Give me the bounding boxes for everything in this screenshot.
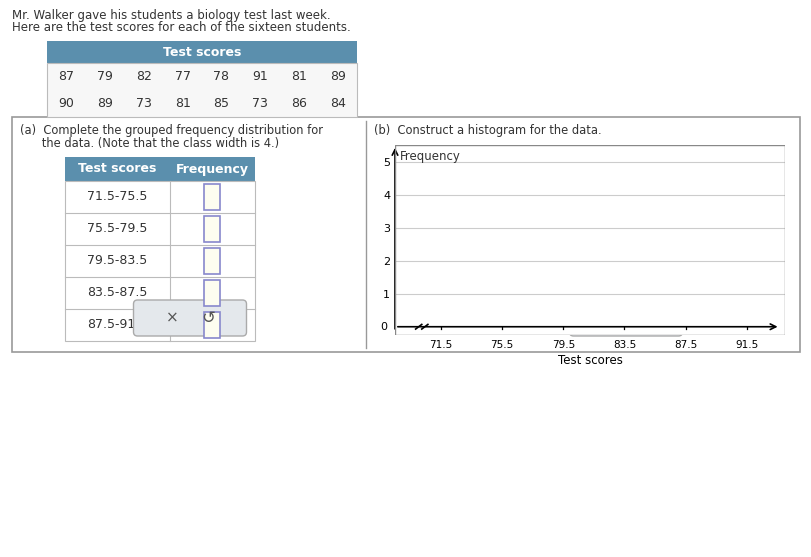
Text: 78: 78	[213, 70, 229, 83]
Text: 90: 90	[58, 97, 75, 110]
Text: 77: 77	[174, 70, 191, 83]
Text: 71.5-75.5: 71.5-75.5	[88, 190, 148, 203]
Text: 79.5-83.5: 79.5-83.5	[88, 255, 148, 267]
Bar	[204, 312, 221, 338]
Text: 91: 91	[252, 70, 268, 83]
X-axis label: Test scores: Test scores	[557, 354, 622, 367]
Bar	[47, 63, 357, 117]
Text: 81: 81	[290, 70, 307, 83]
Bar	[12, 117, 799, 352]
Text: 79: 79	[97, 70, 113, 83]
Bar	[204, 248, 221, 274]
Text: 89: 89	[329, 70, 345, 83]
Text: 87.5-91.5: 87.5-91.5	[88, 319, 148, 331]
Text: Test scores: Test scores	[163, 46, 241, 58]
Text: Frequency: Frequency	[399, 150, 460, 163]
Text: ×: ×	[165, 310, 178, 325]
FancyBboxPatch shape	[569, 300, 682, 336]
Bar	[204, 184, 221, 210]
Text: 82: 82	[135, 70, 152, 83]
Text: ↺: ↺	[201, 309, 215, 327]
Bar	[47, 41, 357, 63]
Text: 84: 84	[329, 97, 345, 110]
Text: 73: 73	[252, 97, 268, 110]
Text: 86: 86	[290, 97, 307, 110]
Text: ↺: ↺	[637, 309, 650, 327]
Bar	[394, 145, 784, 335]
Bar	[65, 157, 255, 181]
Text: 85: 85	[213, 97, 229, 110]
Bar	[65, 181, 255, 341]
Bar	[204, 280, 221, 306]
Text: 0: 0	[380, 322, 387, 332]
Text: Test scores: Test scores	[78, 163, 157, 175]
Text: Mr. Walker gave his students a biology test last week.: Mr. Walker gave his students a biology t…	[12, 9, 330, 22]
Text: ×: ×	[601, 310, 614, 325]
FancyBboxPatch shape	[133, 300, 247, 336]
Text: 75.5-79.5: 75.5-79.5	[88, 222, 148, 236]
Text: 73: 73	[135, 97, 152, 110]
Text: Here are the test scores for each of the sixteen students.: Here are the test scores for each of the…	[12, 21, 350, 34]
Text: the data. (Note that the class width is 4.): the data. (Note that the class width is …	[20, 137, 279, 150]
Text: 81: 81	[174, 97, 191, 110]
Text: (b)  Construct a histogram for the data.: (b) Construct a histogram for the data.	[374, 124, 601, 137]
Text: Frequency: Frequency	[176, 163, 249, 175]
Text: 83.5-87.5: 83.5-87.5	[88, 286, 148, 300]
Text: 87: 87	[58, 70, 75, 83]
Text: (a)  Complete the grouped frequency distribution for: (a) Complete the grouped frequency distr…	[20, 124, 323, 137]
Text: 89: 89	[97, 97, 113, 110]
Bar	[204, 216, 221, 242]
